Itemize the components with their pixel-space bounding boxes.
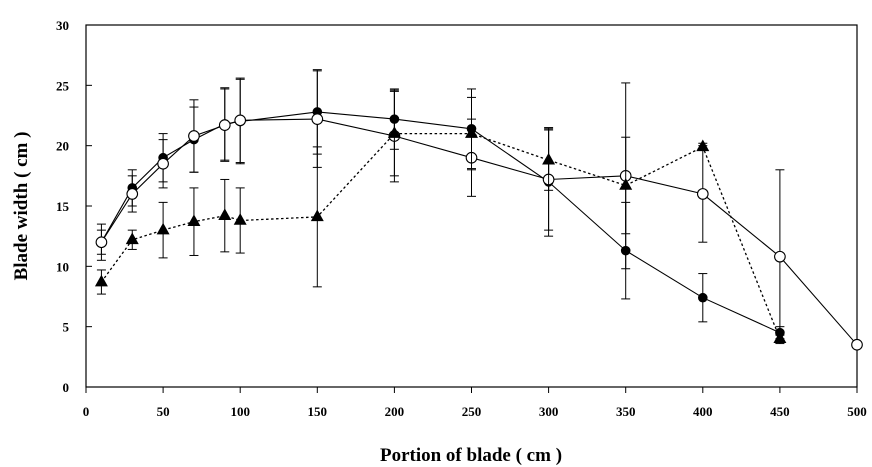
series-line bbox=[100, 118, 858, 346]
x-axis-ticks: 0 50 100 150 200 250 300 350 400 450 500 bbox=[83, 387, 867, 419]
data-point bbox=[95, 236, 108, 249]
x-axis-title: Portion of blade ( cm ) bbox=[380, 445, 562, 466]
data-point bbox=[698, 292, 708, 303]
data-point bbox=[94, 274, 108, 287]
x-tick-label: 250 bbox=[462, 404, 482, 419]
data-point bbox=[156, 222, 170, 235]
x-tick-label: 350 bbox=[616, 404, 636, 419]
x-tick-label: 400 bbox=[693, 404, 713, 419]
data-point bbox=[542, 152, 556, 165]
x-tick-label: 100 bbox=[230, 404, 250, 419]
y-tick-label: 30 bbox=[56, 18, 69, 33]
data-point bbox=[465, 126, 478, 138]
data-point bbox=[774, 250, 786, 263]
data-point bbox=[126, 188, 139, 200]
data-point bbox=[125, 232, 139, 245]
x-tick-label: 500 bbox=[847, 404, 867, 419]
series-line bbox=[100, 111, 781, 334]
data-point bbox=[851, 338, 863, 351]
data-point bbox=[619, 178, 633, 190]
series-layer bbox=[94, 69, 863, 351]
data-point bbox=[696, 188, 709, 200]
series-filled-circle bbox=[96, 69, 785, 340]
x-tick-label: 0 bbox=[83, 404, 90, 419]
plot-frame bbox=[85, 24, 858, 388]
data-point bbox=[310, 209, 324, 222]
series-line bbox=[100, 132, 781, 339]
x-tick-label: 50 bbox=[157, 404, 170, 419]
data-point bbox=[696, 139, 710, 152]
data-point bbox=[387, 126, 401, 138]
y-tick-label: 0 bbox=[63, 380, 70, 395]
data-point bbox=[773, 331, 787, 344]
data-point bbox=[218, 208, 232, 220]
y-tick-label: 5 bbox=[63, 320, 70, 335]
data-point bbox=[187, 214, 201, 226]
x-tick-label: 300 bbox=[539, 404, 559, 419]
y-tick-label: 10 bbox=[56, 259, 69, 274]
series-filled-triangle bbox=[94, 90, 787, 344]
y-axis-title: Blade width ( cm ) bbox=[11, 132, 32, 281]
series-open-circle bbox=[95, 70, 863, 351]
x-tick-label: 150 bbox=[308, 404, 328, 419]
data-point bbox=[218, 119, 231, 132]
y-tick-label: 15 bbox=[56, 199, 70, 214]
data-point bbox=[233, 213, 247, 225]
y-tick-label: 25 bbox=[56, 78, 70, 93]
data-point bbox=[157, 157, 169, 170]
y-tick-label: 20 bbox=[56, 139, 69, 154]
y-axis-ticks: 0 5 10 15 20 25 30 bbox=[56, 18, 92, 395]
x-tick-label: 450 bbox=[770, 404, 790, 419]
data-point bbox=[234, 114, 247, 127]
data-point bbox=[188, 130, 200, 142]
data-point bbox=[311, 113, 324, 125]
x-tick-label: 200 bbox=[385, 404, 405, 419]
